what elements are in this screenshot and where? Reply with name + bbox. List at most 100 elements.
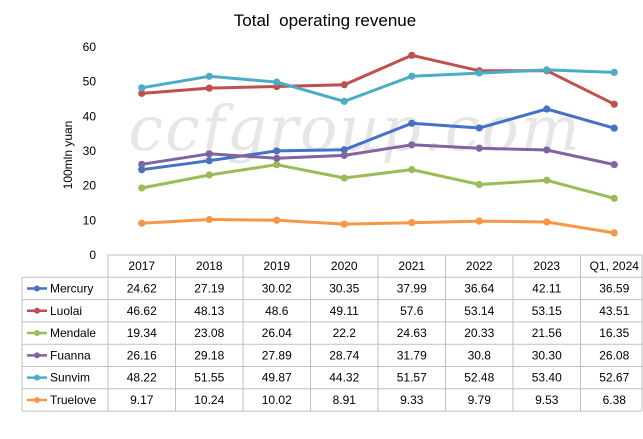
x-category-label: 2017 <box>128 259 155 273</box>
data-point <box>273 147 281 155</box>
table-value-cell: 22.2 <box>333 326 357 340</box>
data-point <box>205 157 213 165</box>
data-point <box>205 215 213 224</box>
table-value-cell: 26.04 <box>262 326 292 340</box>
table-value-cell: 44.32 <box>329 371 359 385</box>
table-value-cell: 30.35 <box>329 281 359 295</box>
legend-series-name: Mendale <box>50 326 96 340</box>
y-axis-label: 100mln yuan <box>61 121 75 190</box>
x-category-label: 2018 <box>196 259 223 273</box>
table-value-cell: 20.33 <box>464 326 494 340</box>
y-axis-ticks: 0 10 20 30 40 50 60 <box>83 40 97 262</box>
table-value-cell: 30.30 <box>532 348 562 362</box>
data-point <box>138 184 146 192</box>
table-value-cell: 43.51 <box>599 304 629 318</box>
data-point <box>340 220 348 228</box>
data-point <box>138 166 146 174</box>
data-point <box>138 84 146 92</box>
data-point <box>543 66 551 74</box>
table-value-cell: 9.53 <box>535 393 559 407</box>
table-value-cell: 53.14 <box>464 304 494 318</box>
data-point <box>273 161 281 169</box>
legend-series-name: Truelove <box>50 393 97 407</box>
table-value-cell: 53.40 <box>532 371 562 385</box>
table-value-cell: 49.87 <box>262 371 292 385</box>
series-lines <box>138 51 618 237</box>
x-category-label: 2022 <box>466 259 493 273</box>
data-point <box>408 141 416 149</box>
table-value-cell: 9.33 <box>400 393 424 407</box>
table-value-cell: 30.02 <box>262 281 292 295</box>
table-value-cell: 9.79 <box>468 393 492 407</box>
table-value-cell: 36.59 <box>599 281 629 295</box>
series-line <box>141 163 615 200</box>
table-value-cell: 24.62 <box>127 281 157 295</box>
table-value-cell: 29.18 <box>194 348 224 362</box>
y-tick-label: 0 <box>89 248 96 262</box>
legend-series-name: Fuanna <box>50 348 91 362</box>
data-point <box>543 218 551 226</box>
table-value-cell: 16.35 <box>599 326 629 340</box>
table-value-cell: 8.91 <box>333 393 357 407</box>
data-point <box>273 78 281 86</box>
y-tick-label: 30 <box>83 144 97 158</box>
series-line <box>141 143 615 167</box>
table-value-cell: 21.56 <box>532 326 562 340</box>
data-point <box>205 150 213 158</box>
data-point <box>408 166 416 174</box>
legend-key-marker <box>34 374 40 381</box>
y-tick-label: 50 <box>83 75 97 89</box>
data-point <box>340 97 348 105</box>
table-value-cell: 28.74 <box>329 348 359 362</box>
legend-series-name: Luolai <box>50 304 82 318</box>
data-point <box>408 51 416 59</box>
table-value-cell: 48.13 <box>194 304 224 318</box>
data-point <box>138 160 146 168</box>
data-point <box>475 124 483 132</box>
table-value-cell: 51.57 <box>397 371 427 385</box>
table-value-cell: 57.6 <box>400 304 424 318</box>
data-point <box>475 180 483 189</box>
table-value-cell: 37.99 <box>397 281 427 295</box>
series-line <box>141 107 615 172</box>
data-point <box>610 68 618 77</box>
table-value-cell: 19.34 <box>127 326 157 340</box>
table-value-cell: 30.8 <box>468 348 492 362</box>
x-category-label: 2019 <box>263 259 290 273</box>
legend-key-marker <box>34 307 40 314</box>
data-point <box>543 176 551 184</box>
table-value-cell: 10.24 <box>194 393 224 407</box>
table-value-cell: 31.79 <box>397 348 427 362</box>
table-value-cell: 10.02 <box>262 393 292 407</box>
table-value-cell: 49.11 <box>330 304 359 318</box>
data-point <box>138 89 146 97</box>
y-tick-label: 60 <box>83 40 97 54</box>
table-value-cell: 53.15 <box>532 304 562 318</box>
table-value-cell: 23.08 <box>194 326 224 340</box>
data-point <box>610 160 618 169</box>
legend-key-marker <box>34 285 40 292</box>
chart-title: Total operating revenue <box>234 11 416 30</box>
data-point <box>408 219 416 227</box>
data-point <box>273 154 281 162</box>
series-line <box>141 218 615 235</box>
table-value-cell: 48.22 <box>127 371 157 385</box>
data-point <box>205 72 213 80</box>
data-point <box>610 194 618 202</box>
data-point <box>543 105 551 113</box>
data-point <box>408 119 416 127</box>
data-point <box>340 146 348 154</box>
data-point <box>475 217 483 225</box>
table-value-cell: 52.67 <box>599 371 629 385</box>
data-point <box>340 174 348 182</box>
table-value-cell: 52.48 <box>464 371 494 385</box>
table-value-cell: 48.6 <box>265 304 289 318</box>
table-value-cell: 46.62 <box>127 304 157 318</box>
legend-series-name: Sunvim <box>50 371 90 385</box>
table-value-cell: 6.38 <box>603 393 627 407</box>
data-point <box>543 146 551 154</box>
x-category-label: Q1, 2024 <box>590 259 640 273</box>
y-tick-label: 20 <box>83 179 97 193</box>
table-value-cell: 27.19 <box>194 281 224 295</box>
